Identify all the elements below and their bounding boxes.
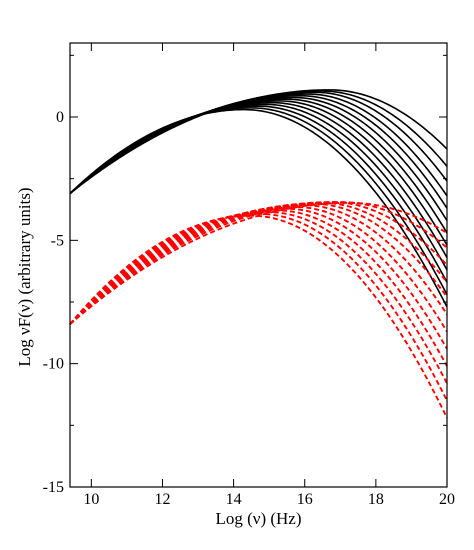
sed-curve-2-11 (69, 201, 448, 325)
curve-layer (69, 89, 448, 419)
x-tick-label: 10 (83, 491, 99, 508)
y-tick-label: -10 (43, 356, 64, 373)
sed-curve-2-5 (69, 207, 448, 350)
sed-curve-2-3 (69, 211, 448, 384)
curve-family-solid (69, 89, 448, 308)
sed-curve-1-10 (69, 93, 448, 197)
sed-curve-2-8 (69, 202, 448, 325)
x-tick-label: 14 (226, 491, 242, 508)
y-tick-label: -5 (51, 232, 64, 249)
x-axis-label: Log (ν) (Hz) (215, 509, 301, 528)
tick-layer: 10 12 14 16 18 20 0 -5 -10 -15 (43, 43, 455, 508)
sed-curve-2-6 (69, 206, 448, 333)
x-tick-label: 20 (439, 491, 455, 508)
sed-curve-2-7 (69, 204, 448, 325)
x-tick-label: 18 (368, 491, 384, 508)
sed-curve-1-13 (69, 89, 448, 195)
curve-family-dashed (69, 201, 448, 419)
sed-curve-2-2 (69, 212, 448, 402)
y-tick-label: 0 (56, 109, 64, 126)
y-axis-label: Log νF(ν) (arbitrary units) (15, 187, 34, 366)
plot-frame (69, 42, 448, 488)
sed-curve-2-1 (69, 214, 448, 419)
y-tick-label: -15 (43, 479, 64, 496)
sed-curve-2-12 (69, 201, 448, 325)
sed-curve-2-9 (69, 201, 448, 325)
sed-curve-2-10 (69, 201, 448, 325)
x-tick-label: 16 (297, 491, 313, 508)
x-tick-label: 12 (154, 491, 170, 508)
